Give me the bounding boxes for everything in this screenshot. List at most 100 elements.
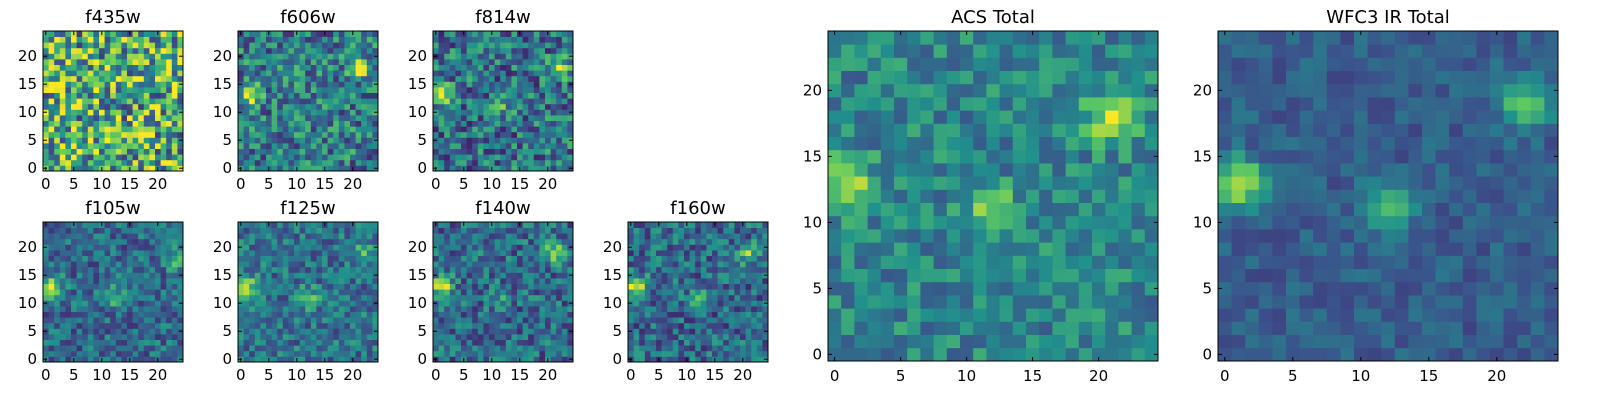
heatmap-cell (322, 143, 328, 149)
heatmap-cell (361, 306, 368, 312)
heatmap-cell (1012, 347, 1027, 362)
heatmap-cell (550, 261, 557, 268)
heatmap-cell (678, 334, 685, 340)
heatmap-cell (689, 272, 696, 279)
heatmap-cell (338, 59, 345, 65)
heatmap-cell (177, 64, 184, 71)
heatmap-cell (828, 334, 842, 349)
heatmap-cell (277, 42, 284, 49)
heatmap-cell (505, 154, 512, 161)
heatmap-cell (561, 233, 568, 240)
heatmap-cell (155, 98, 161, 105)
heatmap-cell (366, 289, 373, 296)
heatmap-cell (672, 283, 679, 290)
heatmap-cell (143, 328, 150, 335)
heatmap-cell (254, 109, 261, 116)
heatmap-cell (254, 238, 261, 245)
heatmap-cell (517, 131, 523, 138)
heatmap-cell (82, 294, 89, 301)
heatmap-cell (305, 334, 312, 340)
heatmap-cell (171, 154, 178, 161)
heatmap-cell (288, 70, 295, 77)
heatmap-cell (138, 47, 145, 54)
y-tick-label: 15 (213, 75, 232, 93)
heatmap-cell (723, 233, 730, 240)
heatmap-cell (1078, 281, 1093, 296)
heatmap-cell (656, 278, 662, 284)
heatmap-cell (48, 345, 55, 352)
heatmap-cell (533, 294, 540, 301)
heatmap-cell (449, 64, 456, 71)
heatmap-cell (93, 345, 100, 352)
heatmap-cell (522, 137, 529, 144)
heatmap-cell (54, 81, 61, 88)
heatmap-cell (366, 165, 373, 172)
heatmap-cell (243, 47, 250, 54)
heatmap-cell (639, 283, 646, 290)
heatmap-cell (494, 227, 501, 234)
heatmap-cell (545, 294, 551, 301)
heatmap-cell (327, 47, 334, 54)
heatmap-cell (143, 311, 150, 318)
heatmap-cell (894, 163, 908, 177)
heatmap-cell (82, 64, 89, 71)
heatmap-cell (740, 317, 746, 324)
heatmap-cell (684, 278, 690, 284)
heatmap-cell (104, 87, 111, 93)
heatmap-cell (243, 53, 250, 60)
heatmap-cell (260, 36, 267, 43)
heatmap-cell (71, 98, 77, 105)
heatmap-cell (282, 98, 289, 105)
heatmap-cell (299, 317, 306, 324)
heatmap-cell (477, 244, 484, 251)
heatmap-cell (528, 126, 535, 133)
heatmap-cell (243, 154, 250, 161)
heatmap-cell (489, 350, 495, 357)
heatmap-cell (288, 283, 295, 290)
heatmap-cell (639, 311, 646, 318)
heatmap-cell (271, 233, 278, 240)
heatmap-cell (489, 42, 495, 49)
x-tick-label: 15 (705, 366, 724, 384)
heatmap-cell (517, 53, 523, 60)
heatmap-cell (76, 261, 83, 268)
heatmap-cell (104, 311, 111, 318)
heatmap-cell (1118, 242, 1132, 256)
heatmap-cell (880, 163, 895, 177)
heatmap-cell (310, 31, 317, 37)
heatmap-cell (920, 268, 934, 283)
heatmap-cell (115, 137, 122, 144)
heatmap-cell (550, 87, 557, 93)
heatmap-cell (361, 87, 368, 93)
heatmap-cell (756, 334, 763, 340)
heatmap-cell (539, 75, 546, 82)
heatmap-cell (282, 238, 289, 245)
heatmap-cell (59, 70, 66, 77)
heatmap-cell (138, 98, 145, 105)
heatmap-cell (438, 311, 445, 318)
heatmap-cell (841, 295, 855, 309)
heatmap-cell (567, 238, 574, 245)
heatmap-cell (745, 300, 752, 307)
heatmap-cell (104, 356, 111, 363)
heatmap-cell (54, 294, 61, 301)
heatmap-cell (355, 131, 362, 138)
heatmap-cell (350, 328, 356, 335)
heatmap-cell (433, 266, 439, 273)
heatmap-cell (461, 233, 467, 240)
heatmap-cell (338, 31, 345, 37)
heatmap-cell (650, 356, 657, 363)
heatmap-cell (82, 227, 89, 234)
heatmap-cell (505, 289, 512, 296)
heatmap-cell (556, 31, 563, 37)
heatmap-cell (706, 334, 713, 340)
heatmap-cell (344, 53, 351, 60)
heatmap-cell (333, 238, 340, 245)
heatmap-cell (54, 244, 61, 251)
heatmap-cell (82, 81, 89, 88)
heatmap-cell (121, 87, 128, 93)
heatmap-cell (132, 356, 139, 363)
heatmap-cell (338, 278, 345, 284)
heatmap-cell (545, 36, 551, 43)
heatmap-cell (249, 53, 256, 60)
